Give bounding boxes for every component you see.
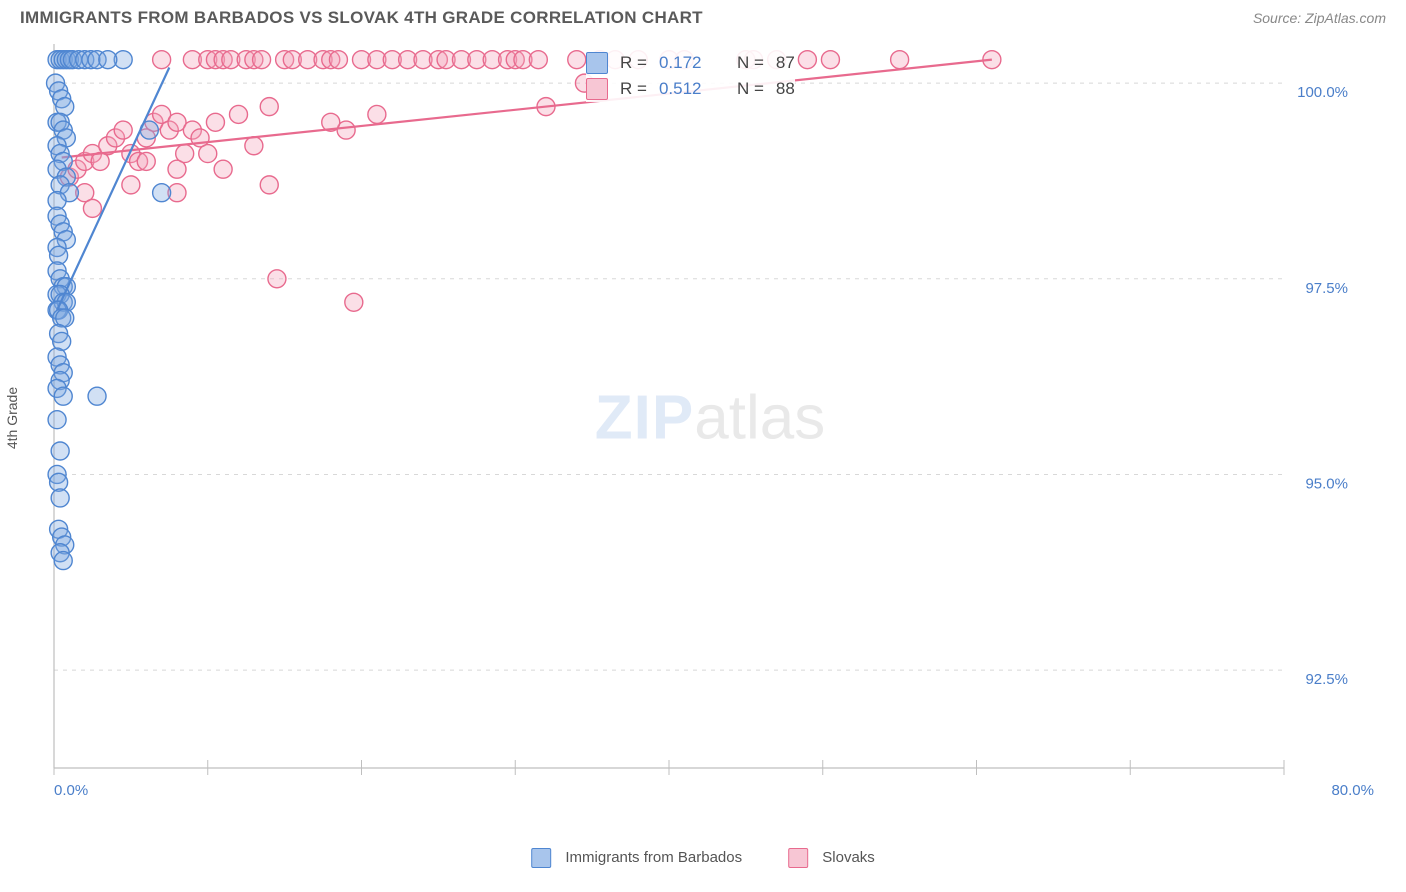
scatter-plot: 92.5% 95.0% 97.5% 100.0% — [34, 36, 1354, 776]
chart-area: 4th Grade 92.5%95.0%97.5%100.0% ZIPatlas… — [34, 36, 1386, 799]
n-label: N = — [737, 79, 764, 99]
legend-label-barbados: Immigrants from Barbados — [565, 849, 742, 866]
chart-title: IMMIGRANTS FROM BARBADOS VS SLOVAK 4TH G… — [20, 8, 703, 28]
legend-label-slovaks: Slovaks — [822, 849, 875, 866]
correlation-row-slovaks: R = 0.512 N = 88 — [586, 76, 795, 102]
correlation-box: R = 0.172 N = 87 R = 0.512 N = 88 — [586, 50, 795, 102]
chart-header: IMMIGRANTS FROM BARBADOS VS SLOVAK 4TH G… — [0, 0, 1406, 32]
bottom-legend: Immigrants from Barbados Slovaks — [531, 848, 875, 868]
x-axis-labels: 0.0% 80.0% — [54, 782, 1374, 799]
y-axis-label: 4th Grade — [4, 386, 20, 448]
svg-text:100.0%: 100.0% — [1297, 84, 1348, 101]
svg-text:92.5%: 92.5% — [1305, 671, 1348, 688]
x-min-label: 0.0% — [54, 782, 88, 799]
source-attribution: Source: ZipAtlas.com — [1253, 10, 1386, 26]
x-max-label: 80.0% — [1331, 782, 1374, 799]
r-label: R = — [620, 79, 647, 99]
n-label: N = — [737, 53, 764, 73]
legend-item-barbados: Immigrants from Barbados — [531, 848, 742, 868]
svg-text:97.5%: 97.5% — [1305, 280, 1348, 297]
n-value-barbados: 87 — [776, 53, 795, 73]
svg-text:95.0%: 95.0% — [1305, 475, 1348, 492]
r-label: R = — [620, 53, 647, 73]
swatch-slovaks-icon — [788, 848, 808, 868]
swatch-slovaks-icon — [586, 78, 608, 100]
swatch-barbados-icon — [531, 848, 551, 868]
n-value-slovaks: 88 — [776, 79, 795, 99]
correlation-row-barbados: R = 0.172 N = 87 — [586, 50, 795, 76]
swatch-barbados-icon — [586, 52, 608, 74]
r-value-slovaks: 0.512 — [659, 79, 715, 99]
legend-item-slovaks: Slovaks — [788, 848, 875, 868]
r-value-barbados: 0.172 — [659, 53, 715, 73]
